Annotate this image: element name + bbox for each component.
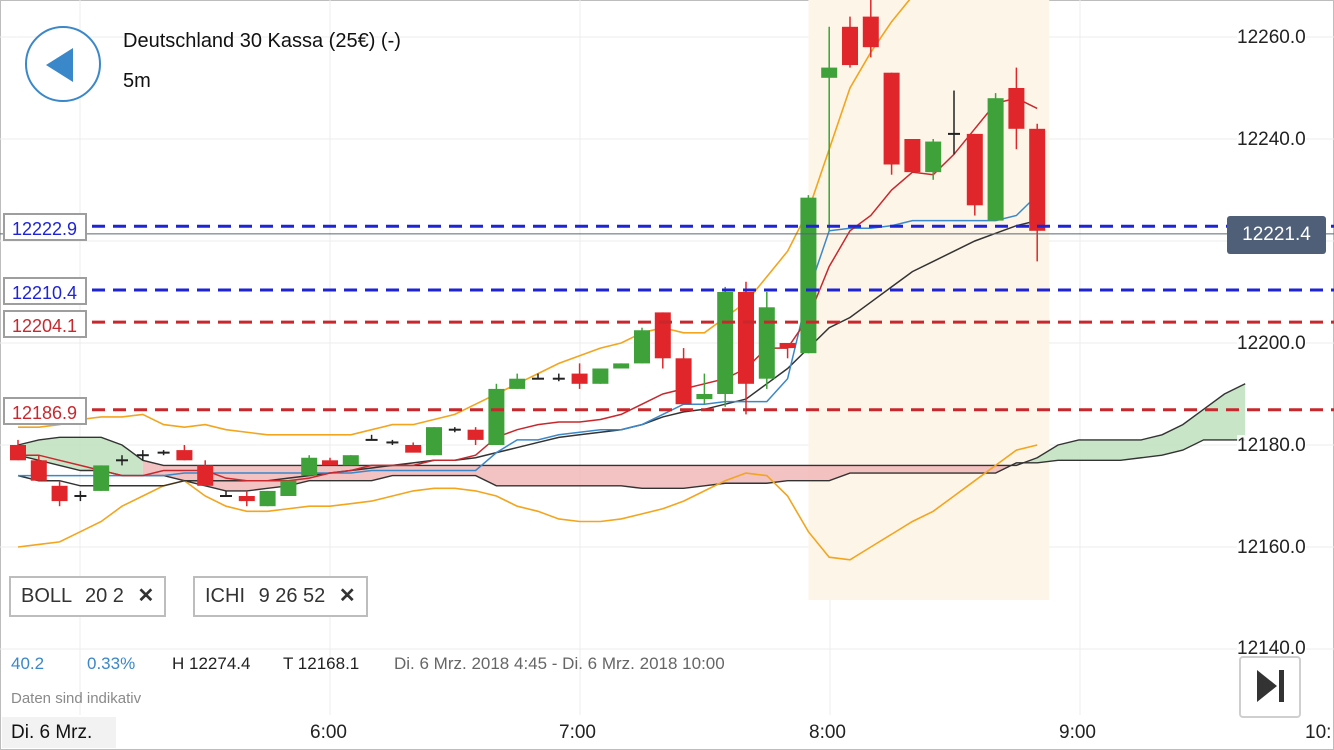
candle-down	[738, 292, 754, 384]
candle-up	[592, 368, 609, 384]
cloud-bullish	[18, 437, 143, 476]
high-value: H 12274.4	[172, 654, 251, 673]
y-tick-label: 12140.0	[1237, 638, 1306, 660]
hline-label-12222[interactable]: 12222.9	[3, 213, 88, 241]
candle-down	[675, 358, 692, 405]
back-button[interactable]	[25, 26, 101, 102]
kijun-line	[18, 194, 1038, 477]
candle-up	[987, 98, 1004, 221]
low-value: T 12168.1	[283, 654, 360, 673]
x-tick-label: 7:00	[559, 722, 596, 743]
indicator-params: 20 2	[84, 585, 124, 607]
close-icon[interactable]: ✕	[137, 585, 155, 607]
indicator-ichi-button[interactable]: ICHI 9 26 52 ✕	[193, 576, 368, 617]
tenkan-line	[18, 97, 1038, 482]
candle-up	[696, 394, 713, 400]
indicator-params: 9 26 52	[258, 585, 326, 607]
x-tick-label: 10:	[1305, 722, 1332, 743]
indicator-name: ICHI	[205, 585, 245, 607]
hline-label-12204[interactable]: 12204.1	[3, 310, 88, 338]
candle-up	[259, 490, 276, 507]
candle-down	[862, 16, 879, 48]
candle-up	[821, 67, 838, 78]
date-range: Di. 6 Mrz. 2018 4:45 - Di. 6 Mrz. 2018 1…	[394, 654, 725, 673]
candle-down	[467, 429, 484, 440]
y-tick-label: 12200.0	[1237, 333, 1306, 355]
cloud-bullish	[1016, 383, 1246, 466]
candle-down	[842, 26, 858, 66]
candle-up	[613, 363, 630, 369]
last-price-tag: 12221.4	[1227, 216, 1326, 254]
candle-down	[779, 343, 796, 349]
candle-down	[1029, 128, 1046, 231]
back-arrow-icon	[46, 48, 73, 82]
candle-up	[634, 330, 650, 364]
date-label: Di. 6 Mrz.	[2, 717, 116, 748]
candle-down	[966, 133, 983, 206]
candle-down	[176, 450, 193, 461]
x-tick-label: 9:00	[1059, 722, 1096, 743]
candle-down	[571, 373, 588, 384]
candle-down	[1008, 88, 1025, 129]
y-tick-label: 12260.0	[1237, 27, 1306, 49]
y-tick-label: 12240.0	[1237, 129, 1306, 151]
senkou-span-a	[17, 383, 1246, 467]
candle-down	[405, 445, 422, 453]
scroll-to-end-button[interactable]	[1239, 656, 1301, 718]
candle-down	[904, 139, 921, 173]
instrument-title: Deutschland 30 Kassa (25€) (-)	[123, 30, 401, 52]
hline-label-12186[interactable]: 12186.9	[3, 397, 88, 425]
senkou-span-b	[17, 439, 1246, 492]
candle-up	[426, 427, 442, 456]
skip-to-end-icon	[1257, 670, 1284, 702]
indicator-name: BOLL	[21, 585, 72, 607]
candle-up	[717, 292, 734, 394]
x-tick-label: 8:00	[809, 722, 846, 743]
candle-down	[51, 485, 68, 502]
candle-up	[93, 465, 110, 491]
candle-down	[883, 72, 900, 165]
ichimoku-lagging-line	[17, 219, 1038, 487]
candle-down	[238, 496, 255, 502]
candle-up	[758, 307, 775, 379]
close-icon[interactable]: ✕	[338, 585, 356, 607]
interval-label: 5m	[123, 70, 151, 92]
candle-up	[509, 378, 526, 389]
candle-down	[197, 465, 214, 486]
indicator-boll-button[interactable]: BOLL 20 2 ✕	[9, 576, 167, 617]
candle-up	[342, 455, 359, 466]
change-value: 40.2	[11, 654, 45, 673]
change-percent: 0.33%	[87, 654, 136, 673]
candle-down	[30, 460, 47, 481]
candle-down	[10, 445, 26, 461]
x-tick-label: 6:00	[310, 722, 347, 743]
candle-up	[800, 197, 817, 354]
candle-up	[925, 141, 942, 173]
candle-down	[322, 460, 338, 466]
candle-up	[301, 457, 318, 476]
hline-label-12210[interactable]: 12210.4	[3, 277, 88, 305]
candle-down	[654, 312, 671, 359]
candle-up	[488, 388, 505, 445]
y-tick-label: 12160.0	[1237, 537, 1306, 559]
bollinger-upper	[18, 0, 911, 436]
y-tick-label: 12180.0	[1237, 435, 1306, 457]
candle-up	[280, 480, 297, 496]
bollinger-lower	[17, 444, 1038, 561]
disclaimer-note: Daten sind indikativ	[11, 690, 142, 707]
